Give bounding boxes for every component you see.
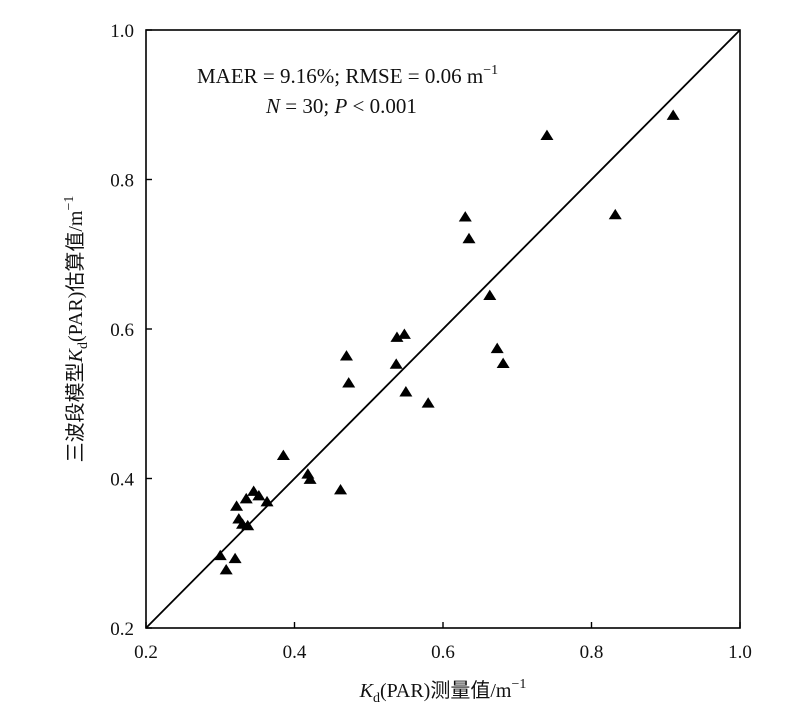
- x-tick-label: 0.4: [283, 642, 307, 663]
- data-point-triangle: [390, 331, 404, 342]
- data-point-triangle: [230, 500, 244, 511]
- x-tick-label: 0.6: [431, 642, 455, 663]
- y-tick-label: 0.6: [110, 320, 134, 341]
- data-point-triangle: [239, 492, 253, 504]
- data-point-triangle: [421, 397, 435, 408]
- data-point-triangle: [490, 342, 504, 354]
- data-point-triangle: [540, 129, 554, 141]
- x-axis-ticks: 0.2 0.4 0.6 0.8 1.0: [134, 622, 752, 663]
- data-point-triangle: [666, 109, 680, 120]
- data-point-triangle: [339, 350, 353, 361]
- y-tick-label: 0.8: [110, 171, 134, 192]
- data-point-triangle: [213, 549, 227, 561]
- stats-annotation-line2: N = 30; P < 0.001: [265, 94, 417, 118]
- y-tick-label: 0.4: [110, 470, 134, 491]
- data-point-triangle: [342, 377, 356, 388]
- y-tick-label: 0.2: [110, 619, 134, 640]
- one-to-one-line: [145, 29, 741, 629]
- data-point-triangle: [397, 328, 411, 339]
- data-point-triangle: [228, 552, 242, 564]
- data-point-triangle: [260, 495, 274, 507]
- data-point-triangle: [608, 208, 622, 220]
- x-tick-label: 1.0: [728, 642, 752, 663]
- data-point-triangle: [389, 358, 403, 369]
- data-point-triangle: [219, 563, 233, 575]
- y-axis-label: 三波段模型Kd(PAR)估算值/m−1: [62, 196, 91, 463]
- stats-annotation-line1: MAER = 9.16%; RMSE = 0.06 m−1: [197, 63, 498, 88]
- data-point-triangle: [496, 357, 510, 369]
- data-point-triangle: [241, 519, 255, 531]
- data-point-triangle: [334, 483, 348, 495]
- data-point-triangle: [458, 211, 472, 222]
- data-points: [213, 109, 680, 575]
- y-axis-ticks: 0.2 0.4 0.6 0.8 1.0: [110, 21, 152, 640]
- x-tick-label: 0.2: [134, 642, 158, 663]
- data-point-triangle: [399, 386, 413, 397]
- x-tick-label: 0.8: [580, 642, 604, 663]
- y-tick-label: 1.0: [110, 21, 134, 42]
- data-point-triangle: [483, 289, 497, 301]
- data-point-triangle: [303, 473, 317, 484]
- data-point-triangle: [462, 232, 476, 244]
- data-point-triangle: [252, 489, 266, 501]
- data-point-triangle: [276, 449, 290, 460]
- x-axis-label: Kd(PAR)测量值/m−1: [359, 677, 527, 706]
